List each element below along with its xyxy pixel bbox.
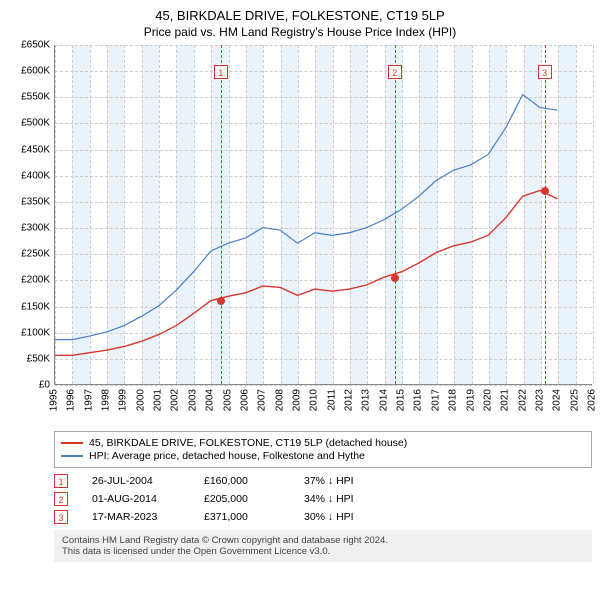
x-tick-label: 2023: [534, 389, 545, 411]
marker-badge: 2: [388, 65, 402, 79]
event-delta: 37% ↓ HPI: [304, 475, 592, 487]
y-tick-label: £300K: [21, 223, 50, 234]
x-tick-label: 2024: [552, 389, 563, 411]
y-tick-label: £450K: [21, 144, 50, 155]
y-axis: £0£50K£100K£150K£200K£250K£300K£350K£400…: [8, 45, 54, 385]
legend-row: 45, BIRKDALE DRIVE, FOLKESTONE, CT19 5LP…: [61, 437, 585, 449]
legend-row: HPI: Average price, detached house, Folk…: [61, 450, 585, 462]
event-row: 1 26-JUL-2004 £160,000 37% ↓ HPI: [54, 474, 592, 488]
event-badge: 3: [54, 510, 68, 524]
x-tick-label: 1997: [83, 389, 94, 411]
chart-container: £0£50K£100K£150K£200K£250K£300K£350K£400…: [8, 45, 592, 425]
x-tick-label: 1995: [49, 389, 60, 411]
event-row: 3 17-MAR-2023 £371,000 30% ↓ HPI: [54, 510, 592, 524]
y-tick-label: £650K: [21, 40, 50, 51]
y-tick-label: £400K: [21, 170, 50, 181]
x-tick-label: 2018: [448, 389, 459, 411]
marker-dot: [217, 297, 225, 305]
x-tick-label: 2001: [153, 389, 164, 411]
plot-area: 1 2 3: [54, 45, 592, 385]
event-row: 2 01-AUG-2014 £205,000 34% ↓ HPI: [54, 492, 592, 506]
y-tick-label: £550K: [21, 92, 50, 103]
y-tick-label: £100K: [21, 327, 50, 338]
marker-dot: [391, 274, 399, 282]
event-date: 26-JUL-2004: [92, 475, 180, 487]
x-tick-label: 2013: [361, 389, 372, 411]
events-table: 1 26-JUL-2004 £160,000 37% ↓ HPI 2 01-AUG-201…: [54, 474, 592, 524]
marker-badge: 3: [538, 65, 552, 79]
x-tick-label: 2026: [587, 389, 598, 411]
marker-line: [221, 45, 222, 384]
y-tick-label: £350K: [21, 196, 50, 207]
x-tick-label: 1998: [101, 389, 112, 411]
x-tick-label: 2000: [135, 389, 146, 411]
event-date: 01-AUG-2014: [92, 493, 180, 505]
x-tick-label: 2015: [396, 389, 407, 411]
event-price: £371,000: [204, 511, 280, 523]
marker-line: [545, 45, 546, 384]
x-tick-label: 2017: [430, 389, 441, 411]
x-tick-label: 2011: [326, 389, 337, 411]
x-tick-label: 2021: [500, 389, 511, 411]
legend-swatch: [61, 442, 83, 444]
y-tick-label: £200K: [21, 275, 50, 286]
x-tick-label: 1999: [118, 389, 129, 411]
legend-swatch: [61, 455, 83, 457]
x-tick-label: 2005: [222, 389, 233, 411]
footer-attribution: Contains HM Land Registry data © Crown c…: [54, 530, 592, 562]
event-delta: 34% ↓ HPI: [304, 493, 592, 505]
x-tick-label: 2006: [239, 389, 250, 411]
chart-lines: [55, 45, 592, 384]
event-date: 17-MAR-2023: [92, 511, 180, 523]
legend-label: 45, BIRKDALE DRIVE, FOLKESTONE, CT19 5LP…: [89, 437, 407, 449]
event-badge: 1: [54, 474, 68, 488]
x-tick-label: 2022: [517, 389, 528, 411]
series-line-hpi: [55, 95, 557, 340]
marker-dot: [541, 187, 549, 195]
footer-line-2: This data is licensed under the Open Gov…: [62, 546, 584, 557]
x-tick-label: 2004: [205, 389, 216, 411]
x-tick-label: 2014: [378, 389, 389, 411]
y-tick-label: £600K: [21, 66, 50, 77]
event-badge: 2: [54, 492, 68, 506]
x-tick-label: 2007: [257, 389, 268, 411]
legend-label: HPI: Average price, detached house, Folk…: [89, 450, 365, 462]
x-tick-label: 2009: [291, 389, 302, 411]
gridline: [593, 45, 594, 384]
x-tick-label: 2010: [309, 389, 320, 411]
x-tick-label: 2016: [413, 389, 424, 411]
marker-badge: 1: [214, 65, 228, 79]
y-tick-label: £500K: [21, 118, 50, 129]
y-tick-label: £150K: [21, 301, 50, 312]
x-axis: 1995199619971998199920002001200220032004…: [54, 385, 592, 425]
chart-title: 45, BIRKDALE DRIVE, FOLKESTONE, CT19 5LP: [8, 8, 592, 23]
y-tick-label: £50K: [27, 353, 50, 364]
y-tick-label: £250K: [21, 249, 50, 260]
event-price: £205,000: [204, 493, 280, 505]
x-tick-label: 2002: [170, 389, 181, 411]
footer-line-1: Contains HM Land Registry data © Crown c…: [62, 535, 584, 546]
x-tick-label: 2025: [569, 389, 580, 411]
series-line-property: [55, 190, 557, 355]
legend: 45, BIRKDALE DRIVE, FOLKESTONE, CT19 5LP…: [54, 431, 592, 468]
marker-line: [395, 45, 396, 384]
x-tick-label: 2012: [344, 389, 355, 411]
x-tick-label: 2008: [274, 389, 285, 411]
event-price: £160,000: [204, 475, 280, 487]
x-tick-label: 2019: [465, 389, 476, 411]
x-tick-label: 1996: [66, 389, 77, 411]
event-delta: 30% ↓ HPI: [304, 511, 592, 523]
chart-subtitle: Price paid vs. HM Land Registry's House …: [8, 25, 592, 39]
x-tick-label: 2020: [482, 389, 493, 411]
x-tick-label: 2003: [187, 389, 198, 411]
